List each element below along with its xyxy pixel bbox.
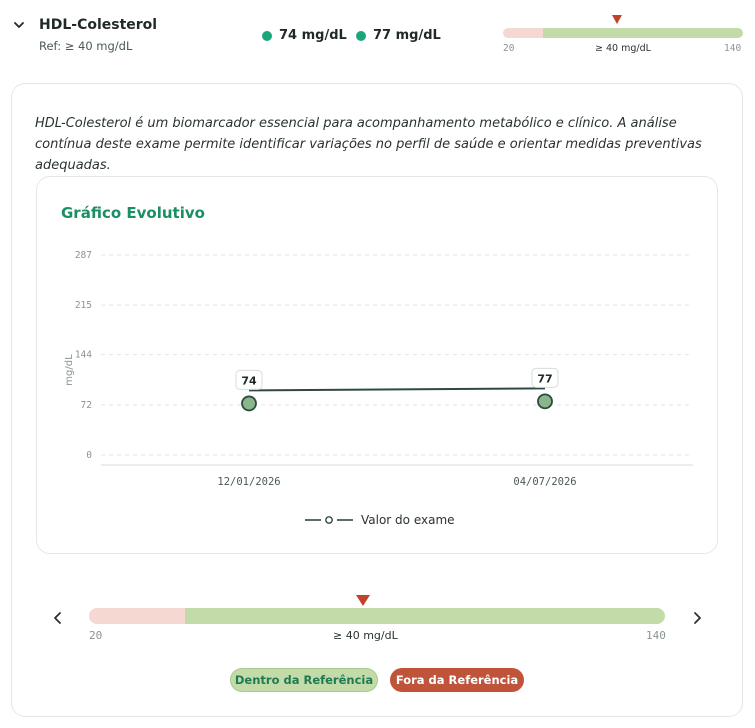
data-label: 74 [241,374,257,387]
range-reference-label: ≥ 40 mg/dL [595,43,651,54]
mini-range-track [503,28,743,38]
range-max-label: 140 [724,43,742,54]
chart-card [36,176,718,554]
chart-title: Gráfico Evolutivo [61,204,205,222]
chevron-right-icon[interactable] [689,609,705,627]
status-dot-icon [356,30,366,41]
reference-range-bar: 20 ≥ 40 mg/dL 140 [89,594,666,650]
y-tick-label: 287 [75,250,92,261]
triangle-marker-icon [612,15,622,24]
exam-description: HDL-Colesterol é um biomarcador essencia… [35,116,702,173]
y-axis-label: mg/dL [64,354,75,386]
y-tick-label: 215 [75,300,92,311]
range-reference-label: ≥ 40 mg/dL [333,629,398,642]
data-label-box [531,367,559,388]
data-label-box [235,369,263,390]
legend-label: Valor do exame [361,513,455,527]
x-tick-label: 12/01/2026 [217,476,280,488]
result-value-1: 74 mg/dL [262,28,347,43]
range-min-label: 20 [503,43,515,54]
chevron-down-icon[interactable] [12,18,26,32]
triangle-marker-icon [355,595,370,606]
range-min-label: 20 [89,629,103,642]
range-segment-normal [185,608,665,624]
data-point [241,395,257,412]
y-tick-label: 72 [81,400,92,411]
range-segment-low [503,28,543,38]
result-value-text: 74 mg/dL [279,28,347,43]
range-max-label: 140 [646,629,666,642]
evolution-chart: 0 72 144 215 287 mg/dL 12/01/2026 04/07/2026 74 7… [64,250,693,488]
status-dot-icon [262,30,272,41]
in-range-badge[interactable]: Dentro da Referência [230,668,378,692]
chart-legend: Valor do exame [305,513,455,527]
y-tick-label: 144 [75,350,92,361]
series-line [248,387,546,392]
legend-line-icon [305,516,353,524]
result-value-text: 77 mg/dL [373,28,441,43]
mini-range-bar: 20 ≥ 40 mg/dL 140 [503,12,743,62]
chevron-left-icon[interactable] [50,609,66,627]
y-tick-label: 0 [86,450,92,461]
data-point [537,393,553,410]
range-segment-normal [542,28,743,38]
range-segment-low [89,608,185,624]
out-of-range-badge[interactable]: Fora da Referência [390,668,524,692]
range-track [89,608,665,624]
reference-text: Ref: ≥ 40 mg/dL [39,39,133,53]
exam-title: HDL-Colesterol [39,17,158,33]
result-value-2: 77 mg/dL [356,28,441,43]
exam-header[interactable]: HDL-Colesterol Ref: ≥ 40 mg/dL 74 mg/dL … [0,0,755,70]
x-tick-label: 04/07/2026 [513,476,576,488]
data-label: 77 [537,372,552,385]
